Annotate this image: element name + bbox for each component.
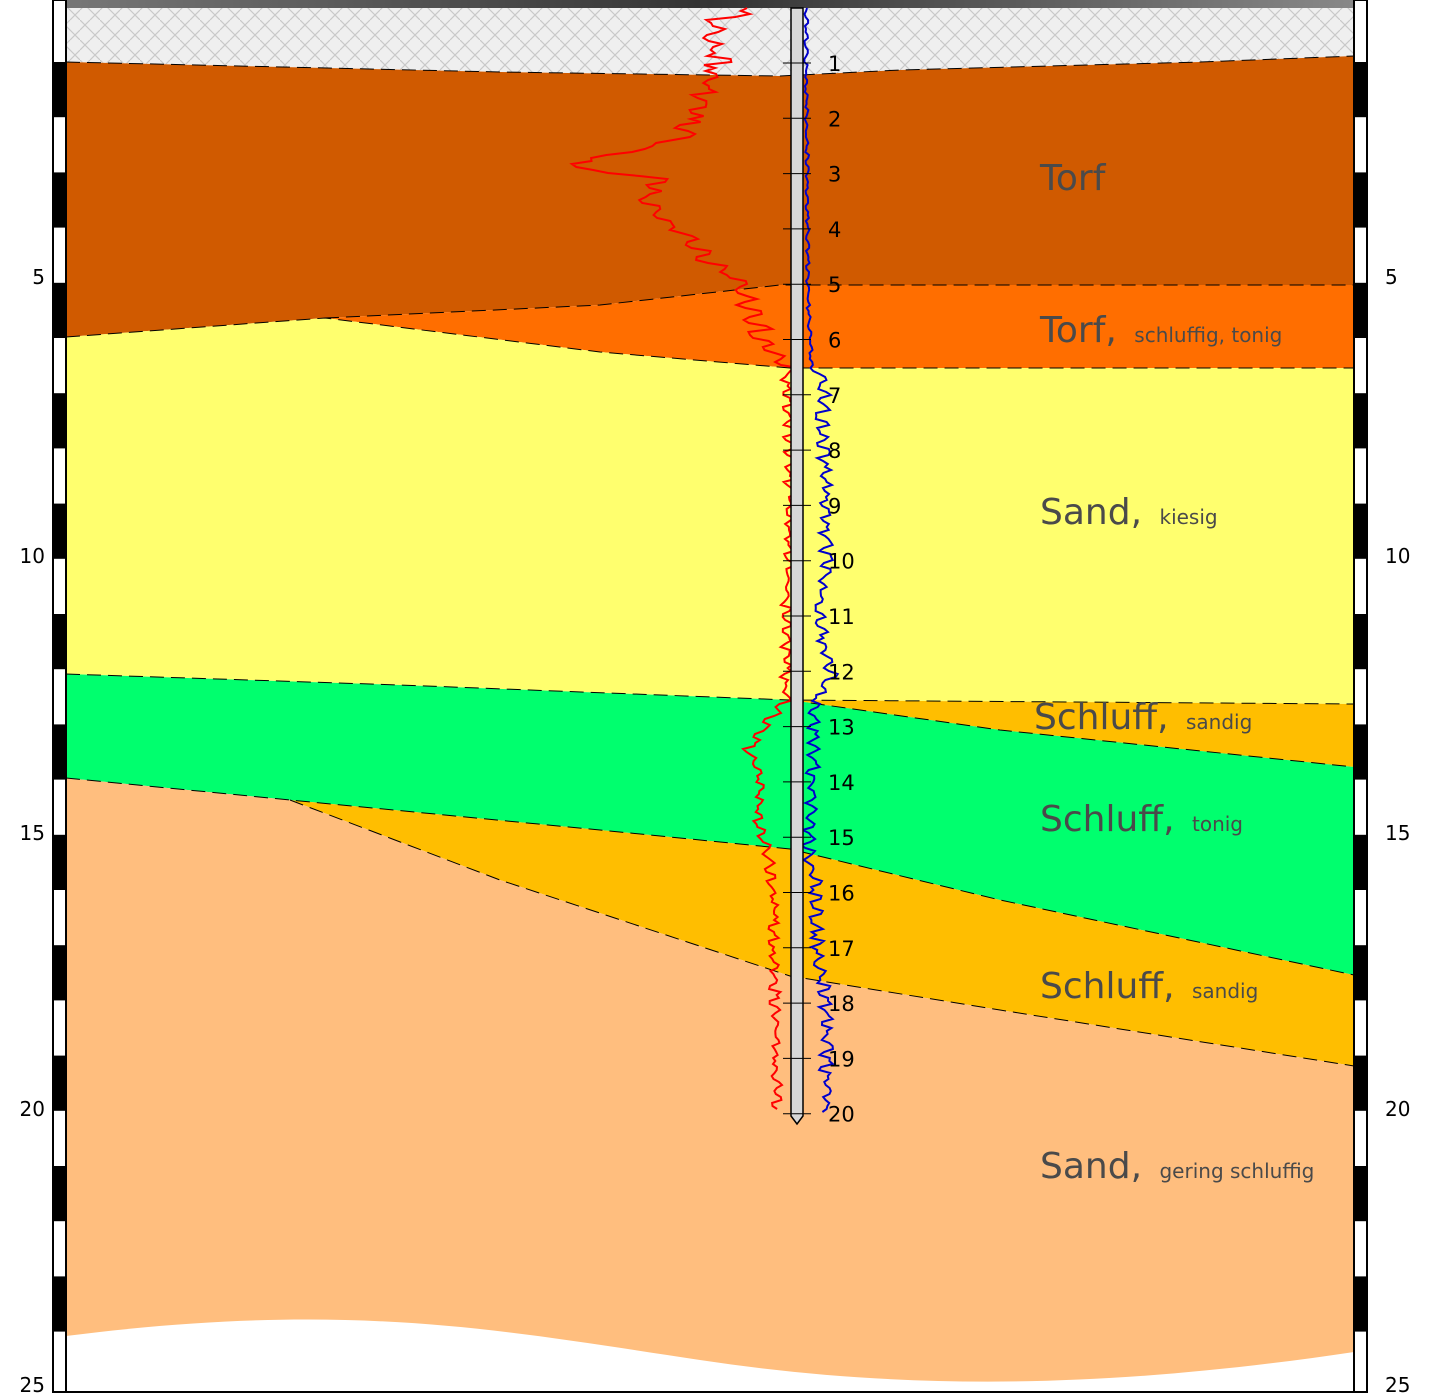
friction-trace-blue <box>799 7 840 1113</box>
depth-label-right: 15 <box>1385 821 1410 845</box>
probe-tick-label: 17 <box>828 937 855 961</box>
probe-tick-label: 16 <box>828 882 855 906</box>
scale-segment <box>1354 282 1367 338</box>
probe-tick-label: 10 <box>828 550 855 574</box>
label-torf: Torf <box>1039 158 1107 199</box>
scale-segment <box>1354 62 1367 118</box>
probe-rod <box>790 7 804 1126</box>
scale-segment <box>1354 503 1367 559</box>
resistance-trace-red <box>569 7 800 1110</box>
layer-sand-gering <box>66 778 1354 1382</box>
layer-sand-kiesig <box>66 318 1354 704</box>
depth-label-left: 15 <box>20 821 45 845</box>
scale-segment <box>53 945 66 1001</box>
scale-segment <box>53 1166 66 1222</box>
probe-tick-label: 7 <box>828 384 841 408</box>
scale-segment <box>53 172 66 228</box>
depth-labels-right: 5 10 15 20 25 <box>1385 265 1410 1397</box>
scale-segment <box>1354 724 1367 780</box>
layer-schluff-tonig <box>66 674 1354 975</box>
probe-tick-label: 12 <box>828 660 855 684</box>
probe-tick-label: 20 <box>828 1103 855 1127</box>
probe-tick-label: 8 <box>828 439 841 463</box>
depth-label-left: 10 <box>20 544 45 568</box>
scale-segment <box>53 393 66 449</box>
probe-tick-label: 1 <box>828 52 841 76</box>
label-torf-schluffig: Torf, schluffig, tonig <box>1039 310 1282 351</box>
probe-tick-label: 3 <box>828 163 841 187</box>
scale-segment <box>53 834 66 890</box>
label-sand-gering: Sand, gering schluffig <box>1040 1146 1314 1187</box>
probe-tick-label: 11 <box>828 605 855 629</box>
layer-schluff-sandig-2 <box>290 800 1354 1066</box>
probe-tick-label: 4 <box>828 218 841 242</box>
layer-labels: Torf Torf, schluffig, tonig Sand, kiesig… <box>1034 158 1314 1187</box>
probe-tick-label: 18 <box>828 992 855 1016</box>
scale-segment <box>1354 393 1367 449</box>
depth-label-right: 20 <box>1385 1097 1410 1121</box>
label-schluff-sandig-2: Schluff, sandig <box>1040 966 1258 1007</box>
layer-boundaries <box>65 55 1355 1067</box>
scale-segment <box>53 1055 66 1111</box>
scale-segment <box>1354 945 1367 1001</box>
scale-segment <box>53 1276 66 1332</box>
depth-label-left: 20 <box>20 1097 45 1121</box>
probe-tick-label: 13 <box>828 716 855 740</box>
scale-segment <box>53 62 66 118</box>
scale-segment <box>1354 172 1367 228</box>
probe-tick-label: 6 <box>828 329 841 353</box>
layer-torf <box>66 56 1354 337</box>
depth-label-right: 10 <box>1385 544 1410 568</box>
probe-tick-label: 2 <box>828 107 841 131</box>
layer-fill-surface <box>66 0 1354 76</box>
label-schluff-tonig: Schluff, tonig <box>1040 799 1243 840</box>
depth-label-left: 5 <box>32 265 45 289</box>
probe-tick-label: 14 <box>828 771 855 795</box>
depth-label-left: 25 <box>20 1373 45 1397</box>
scale-segment <box>53 282 66 338</box>
probe-tick-label: 15 <box>828 826 855 850</box>
depth-label-right: 5 <box>1385 265 1398 289</box>
scale-segment <box>1354 1166 1367 1222</box>
scale-segment <box>1354 614 1367 670</box>
label-sand-kiesig: Sand, kiesig <box>1040 492 1218 533</box>
label-schluff-sandig-1: Schluff, sandig <box>1034 697 1252 738</box>
depth-scale-right <box>1353 0 1368 1393</box>
depth-label-right: 25 <box>1385 1373 1410 1397</box>
layer-torf-schluffig <box>325 285 1354 368</box>
depth-scale-left <box>52 0 67 1393</box>
layer-schluff-sandig-1 <box>790 700 1354 767</box>
scale-segment <box>53 614 66 670</box>
scale-segment <box>1354 1055 1367 1111</box>
probe-tick-label: 9 <box>828 494 841 518</box>
scale-segment <box>53 503 66 559</box>
probe-tick-label: 5 <box>828 273 841 297</box>
depth-labels-left: 5 10 15 20 25 <box>20 265 45 1397</box>
scale-segment <box>1354 834 1367 890</box>
scale-segment <box>53 724 66 780</box>
probe-tick-label: 19 <box>828 1047 855 1071</box>
scale-segment <box>1354 1276 1367 1332</box>
